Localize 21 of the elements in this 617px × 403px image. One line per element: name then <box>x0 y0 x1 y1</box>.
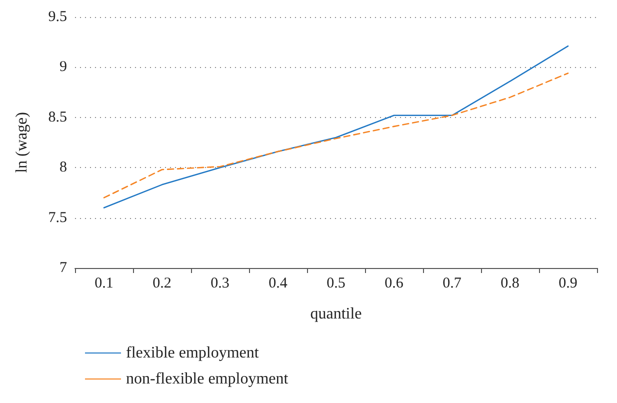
x-tick-label: 0.1 <box>94 276 114 292</box>
y-tick-label: 9 <box>60 59 67 76</box>
y-tick-label: 8.5 <box>48 109 67 126</box>
x-tick-label: 0.6 <box>384 276 404 292</box>
line-series <box>103 72 569 198</box>
x-tick-label: 0.8 <box>500 276 520 292</box>
x-tick-label: 0.3 <box>210 276 230 292</box>
y-axis-title: ln (wage) <box>14 112 30 173</box>
line-series <box>103 45 569 208</box>
y-tick-label: 8 <box>60 160 67 176</box>
legend-label: flexible employment <box>126 344 260 362</box>
y-tick-label: 9.5 <box>48 9 67 25</box>
y-tick-label: 7 <box>60 260 68 276</box>
x-tick-label: 0.2 <box>152 276 172 292</box>
x-tick-label: 0.7 <box>442 276 462 292</box>
x-tick-label: 0.5 <box>326 276 346 292</box>
x-tick-label: 0.4 <box>268 276 288 292</box>
x-axis-title: quantile <box>310 306 362 322</box>
x-tick-label: 0.9 <box>558 276 578 292</box>
y-tick-label: 7.5 <box>48 210 67 226</box>
legend-label: non-flexible employment <box>126 370 289 388</box>
